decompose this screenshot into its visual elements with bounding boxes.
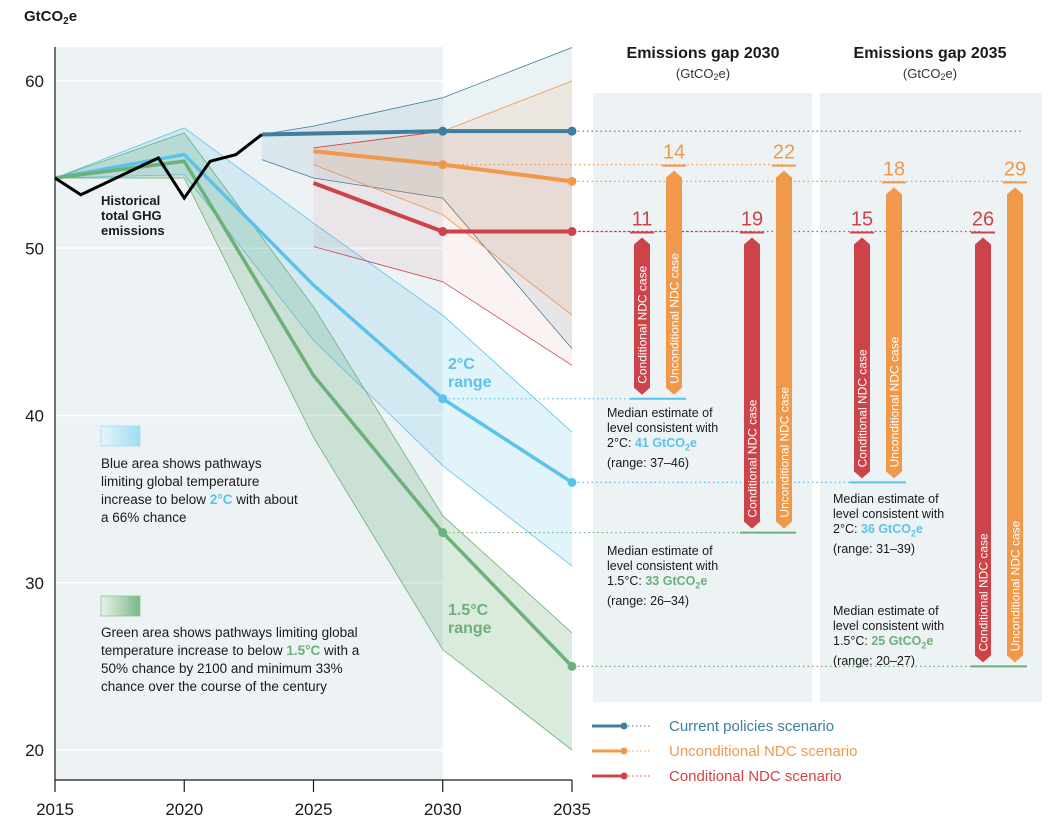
- legend-swatch: [592, 722, 652, 730]
- gap-bar-2030-conditional-2c: [634, 237, 650, 395]
- range-label-line: 2°C: [448, 356, 475, 373]
- dot-conditional-2030: [438, 227, 448, 237]
- gap-2030-subtitle: (GtCO2e): [675, 66, 731, 82]
- band-2c: [55, 127, 572, 567]
- legend-label: Current policies scenario: [669, 717, 835, 735]
- range-label-line: range: [448, 374, 492, 391]
- range-label-line: range: [448, 620, 492, 637]
- range-label-line: 1.5°C: [448, 602, 489, 619]
- band-current-policies-upper-edge: [261, 47, 573, 135]
- dot-conditional-2035: [567, 227, 577, 237]
- gap-2035-note-2c: Median estimate of level consistent with 2…: [833, 492, 945, 556]
- y-tick-label: 60: [25, 72, 44, 91]
- legend-swatch: [592, 772, 652, 780]
- gap-value-label: 29: [1004, 158, 1026, 180]
- dot-1-5c-2035: [567, 661, 577, 671]
- gap-bar-case-label: Conditional NDC case: [977, 533, 991, 651]
- gap-value-label: 19: [741, 209, 763, 231]
- gap-bar-2030-conditional-1-5c: [744, 237, 760, 529]
- x-tick-label: 2025: [295, 800, 333, 819]
- gap-bar-case-label: Unconditional NDC case: [668, 253, 682, 384]
- band-unconditional-ndc-lower-edge: [313, 164, 573, 316]
- y-tick-label: 40: [25, 407, 44, 426]
- line-historical: [54, 133, 263, 201]
- band-current-policies: [261, 47, 572, 349]
- gap-bar-2035-unconditional-1-5c: [1007, 187, 1023, 663]
- historical-label-line: Historical: [101, 193, 161, 208]
- annotation-highlight: 2°C: [209, 492, 233, 507]
- band-2c-lower-edge: [54, 174, 573, 567]
- gap-bar-2035-unconditional-2c: [886, 187, 902, 479]
- annotation-text: with about a 66% chance: [101, 492, 298, 525]
- gap-2035-title: Emissions gap 2035: [853, 45, 1007, 62]
- two-degree-range-label: 2°C range: [448, 356, 492, 392]
- gap-2030-title: Emissions gap 2030: [626, 45, 780, 62]
- band-1-5c-lower-edge: [55, 177, 573, 751]
- x-tick-label: 2035: [553, 800, 591, 819]
- gap-value-label: 11: [632, 209, 653, 231]
- gap-bar-case-label: Unconditional NDC case: [1009, 520, 1023, 651]
- historical-label-line: emissions: [101, 223, 165, 238]
- green-area-annotation: Green area shows pathways limiting globa…: [101, 624, 366, 696]
- dot-current-2035: [567, 126, 577, 136]
- annotation-text: Green area shows pathways limiting globa…: [101, 625, 358, 658]
- gap-bar-2035-conditional-1-5c: [975, 237, 991, 663]
- gap-bar-case-label: Unconditional NDC case: [778, 387, 792, 518]
- line-2c-median: [54, 152, 573, 484]
- gap-value-label: 18: [883, 158, 905, 180]
- y-axis-unit-label: GtCO2e: [24, 8, 78, 27]
- gap-bar-case-label: Conditional NDC case: [746, 399, 760, 517]
- gap-value-label: 14: [663, 142, 685, 164]
- band-conditional-ndc: [313, 131, 572, 366]
- legend-item-current-policies: Current policies scenario: [592, 716, 834, 736]
- y-tick-label: 30: [25, 574, 44, 593]
- annotation-text: Blue area shows pathways limiting global…: [101, 456, 262, 507]
- dot-unconditional-2035: [567, 176, 577, 186]
- blue-area-swatch: [100, 425, 141, 447]
- gap-bar-2030-unconditional-1-5c: [776, 170, 792, 529]
- gap-bar-case-label: Conditional NDC case: [636, 265, 650, 383]
- band-2c-upper-edge: [54, 127, 573, 433]
- gap-bar-2035-conditional-2c: [854, 237, 870, 479]
- gap-2035-note-1-5c: Median estimate of level consistent with 1…: [833, 604, 945, 668]
- gap-2030-note-2c: Median estimate of level consistent with 2…: [607, 406, 719, 470]
- x-tick-label: 2030: [424, 800, 462, 819]
- band-1-5c-upper-edge: [54, 132, 573, 634]
- annotation-text: with a 50% chance by 2100 and minimum 33…: [101, 643, 360, 694]
- x-tick-label: 2020: [165, 800, 203, 819]
- gap-bar-case-label: Conditional NDC case: [856, 349, 870, 467]
- legend-label: Conditional NDC scenario: [669, 767, 842, 785]
- dot-current-2030: [438, 126, 448, 136]
- historical-label-line: total GHG: [101, 208, 162, 223]
- y-tick-label: 20: [25, 741, 44, 760]
- gap-value-label: 22: [773, 142, 795, 164]
- x-tick-label: 2015: [36, 800, 74, 819]
- one-point-five-range-label: 1.5°C range: [448, 602, 492, 638]
- gap-2030-panel: [593, 93, 812, 702]
- green-area-swatch: [100, 595, 141, 617]
- historical-label: Historical total GHG emissions: [101, 193, 165, 238]
- legend-item-conditional-ndc: Conditional NDC scenario: [592, 766, 842, 786]
- dot-2c-2030: [438, 394, 448, 404]
- gap-2035-subtitle: (GtCO2e): [902, 66, 958, 82]
- band-1-5c: [55, 132, 572, 750]
- y-tick-label: 50: [25, 239, 44, 258]
- legend-swatch: [592, 747, 652, 755]
- band-current-policies-lower-edge: [261, 159, 573, 349]
- gap-2030-note-1-5c: Median estimate of level consistent with 1…: [607, 544, 719, 608]
- legend-item-unconditional-ndc: Unconditional NDC scenario: [592, 741, 857, 761]
- legend-label: Unconditional NDC scenario: [669, 742, 858, 760]
- blue-area-annotation: Blue area shows pathways limiting global…: [101, 455, 301, 527]
- gap-value-label: 26: [972, 209, 994, 231]
- annotation-highlight: 1.5°C: [286, 643, 321, 658]
- band-conditional-ndc-lower-edge: [313, 246, 573, 366]
- dot-1-5c-2030: [438, 528, 448, 538]
- gap-value-label: 15: [851, 209, 873, 231]
- dot-unconditional-2030: [438, 160, 448, 170]
- gap-bar-2030-unconditional-2c: [666, 170, 682, 395]
- dot-2c-2035: [567, 477, 577, 487]
- gap-bar-case-label: Unconditional NDC case: [888, 336, 902, 467]
